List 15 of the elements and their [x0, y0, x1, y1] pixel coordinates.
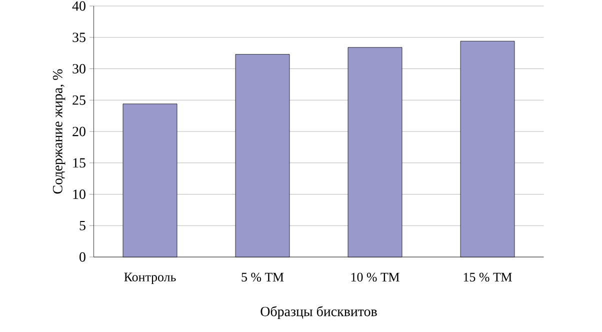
y-tick-label: 5	[80, 220, 86, 230]
y-axis-title: Содержание жира, %	[52, 69, 66, 194]
x-tick-label: 10 % ТМ	[351, 272, 400, 282]
y-tick-label: 30	[72, 64, 86, 74]
y-tick-label: 20	[72, 126, 86, 136]
y-tick-label: 10	[73, 190, 86, 199]
y-tick-label: 0	[80, 252, 86, 262]
x-axis-title: Образцы бисквитов	[260, 306, 377, 320]
y-tick-label: 35	[72, 32, 86, 42]
y-tick-label: 15	[73, 158, 86, 168]
x-tick-label: 15 % ТМ	[464, 272, 512, 282]
x-tick-label: Контроль	[124, 272, 176, 284]
y-tick-label: 40	[72, 1, 86, 11]
x-tick-label: 5 % ТМ	[242, 272, 284, 282]
y-tick-label: 25	[72, 95, 86, 105]
